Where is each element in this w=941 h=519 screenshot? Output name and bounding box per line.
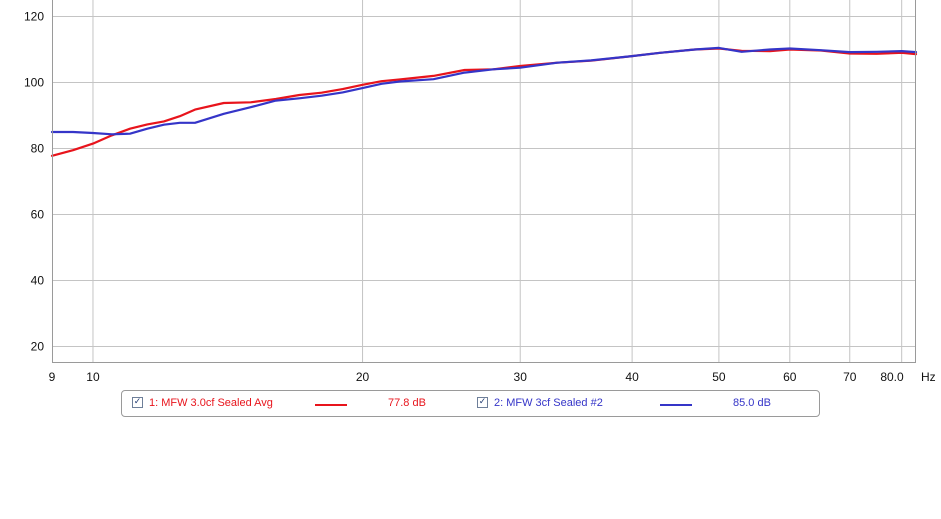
y-tick-label: 100 [24, 76, 44, 90]
x-tick-label: 60 [783, 370, 797, 384]
series-line-1 [50, 47, 918, 157]
x-tick-label: 20 [356, 370, 370, 384]
series-2-checkbox[interactable]: ✓ [477, 397, 488, 408]
y-tick-label: 60 [31, 208, 45, 222]
x-tick-label: 30 [514, 370, 528, 384]
y-tick-label: 20 [31, 340, 45, 354]
legend-value-1: 77.8 dB [388, 397, 426, 409]
frequency-response-chart: 20 40 60 80 100 120 9 10 20 30 40 50 60 70 80.0 Hz [24, 0, 936, 384]
series-1-checkbox[interactable]: ✓ [132, 397, 143, 408]
y-tick-label: 120 [24, 10, 44, 24]
grid [52, 0, 916, 363]
x-tick-label: 70 [843, 370, 857, 384]
y-tick-labels: 20 40 60 80 100 120 [24, 10, 44, 354]
x-tick-label: 9 [49, 370, 56, 384]
x-tick-labels: 9 10 20 30 40 50 60 70 80.0 Hz [49, 370, 936, 384]
x-unit-label: Hz [921, 370, 936, 384]
legend: ✓ 1: MFW 3.0cf Sealed Avg 77.8 dB ✓ 2: M… [121, 390, 820, 417]
x-tick-label: 40 [625, 370, 639, 384]
x-tick-label: 50 [712, 370, 726, 384]
legend-entry-1[interactable]: ✓ 1: MFW 3.0cf Sealed Avg 77.8 dB [122, 391, 462, 418]
legend-swatch-1 [315, 404, 347, 406]
legend-label-2: 2: MFW 3cf Sealed #2 [494, 397, 603, 409]
series-line-2 [50, 46, 918, 136]
legend-label-1: 1: MFW 3.0cf Sealed Avg [149, 397, 273, 409]
plot-frame [52, 0, 916, 363]
legend-value-2: 85.0 dB [733, 397, 771, 409]
plot-area [52, 0, 916, 363]
y-tick-label: 80 [31, 142, 45, 156]
x-tick-label: 80.0 [880, 370, 904, 384]
y-tick-label: 40 [31, 274, 45, 288]
legend-entry-2[interactable]: ✓ 2: MFW 3cf Sealed #2 85.0 dB [467, 391, 812, 418]
legend-swatch-2 [660, 404, 692, 406]
series-lines [50, 46, 918, 157]
x-tick-label: 10 [86, 370, 100, 384]
